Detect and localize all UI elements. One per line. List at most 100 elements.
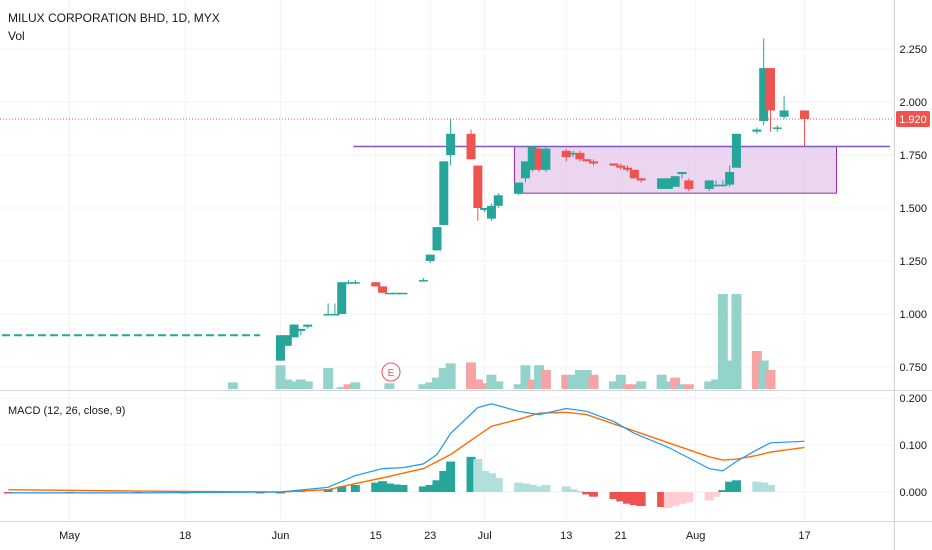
volume-bar (479, 383, 490, 389)
candle-body (418, 280, 428, 282)
candle-body (425, 254, 435, 261)
volume-bar (540, 370, 551, 389)
candle-body (677, 171, 687, 175)
candle-body (534, 148, 544, 170)
candle-body (330, 314, 340, 316)
volume-bar (486, 374, 497, 389)
macd-histogram-bar (486, 473, 496, 492)
candle-body (800, 110, 809, 119)
macd-histogram-bar (657, 492, 667, 508)
macd-axis[interactable]: 0.200 0.100 0.000 (899, 393, 927, 499)
candle-body (480, 208, 490, 211)
candle-body (759, 68, 769, 122)
price-tick-label: 1.500 (899, 203, 927, 215)
volume-bar (527, 379, 538, 389)
volume-bar (751, 351, 762, 389)
candle-body (772, 127, 782, 129)
volume-bar (683, 384, 694, 389)
volume-bar (445, 363, 456, 389)
volume-bar (656, 374, 667, 389)
current-price-value: 1.920 (899, 114, 927, 126)
candle-body (289, 324, 299, 338)
candle-body (582, 159, 592, 162)
volume-bar (608, 381, 619, 389)
macd-histogram-bar (323, 489, 333, 492)
price-tick-label: 2.250 (899, 44, 927, 56)
macd-histogram-bar (684, 492, 694, 503)
candle-body (589, 161, 599, 164)
macd-histogram-bar (623, 492, 633, 504)
macd-histogram-bar (439, 470, 449, 492)
volume-bar (629, 384, 640, 389)
candle-body (398, 292, 408, 295)
macd-tick-label: 0.200 (899, 393, 927, 405)
macd-histogram-bar (418, 486, 428, 492)
macd-histogram-bar (731, 480, 741, 492)
macd-histogram-bar (384, 483, 394, 492)
candle-body (486, 205, 496, 219)
macd-histogram-bar (446, 461, 456, 492)
volume-legend[interactable]: Vol (8, 29, 25, 43)
candle-body (514, 182, 524, 194)
candle-body (711, 184, 721, 187)
candle-body (282, 335, 292, 346)
candle-body (568, 152, 578, 155)
volume-bar (677, 384, 687, 389)
signal-line (8, 411, 805, 493)
macd-histogram-bar (473, 459, 483, 492)
candle-body (609, 163, 619, 166)
candle-body (731, 133, 741, 168)
macd-histogram-bar (636, 492, 646, 507)
volume-bar (758, 360, 769, 389)
macd-histogram-bar (255, 492, 265, 494)
volume-bar (425, 382, 436, 389)
volume-bar (227, 382, 238, 389)
volume-bar (724, 360, 735, 389)
symbol-title[interactable]: MILUX CORPORATION BHD, 1D, MYX (8, 11, 220, 25)
volume-bar (438, 368, 449, 389)
macd-histogram-bar (371, 482, 381, 492)
earnings-icon[interactable] (381, 362, 401, 382)
earnings-label: E (388, 368, 395, 379)
macd-histogram-bar (350, 484, 360, 492)
macd-histogram-bar (718, 490, 728, 492)
candle-body (527, 146, 537, 170)
volume-bar (574, 370, 585, 389)
macd-histogram-bar (670, 492, 680, 507)
candle-body (541, 148, 551, 170)
macd-histogram-bar (493, 477, 503, 492)
macd-histogram-bar (3, 492, 13, 494)
volume-bar (534, 365, 545, 389)
macd-pane (3, 403, 805, 508)
macd-histogram-bar (575, 491, 585, 493)
time-tick-label: 17 (798, 530, 810, 542)
candle-body (616, 165, 626, 168)
price-tick-label: 2.000 (899, 97, 927, 109)
macd-histogram-bar (378, 481, 388, 492)
candle-body (337, 282, 347, 314)
candle-body (670, 176, 680, 187)
macd-histogram-bar (466, 456, 476, 492)
volume-bar (432, 377, 442, 389)
candle-body (575, 152, 585, 160)
candle-body (779, 110, 789, 117)
candle-body (657, 178, 667, 189)
macd-histogram-bar (711, 492, 721, 497)
macd-histogram-bar (759, 482, 769, 492)
macd-histogram-bar (337, 486, 347, 492)
candle-body (623, 167, 633, 170)
macd-histogram-bar (568, 489, 578, 492)
volume-bar (711, 379, 722, 389)
macd-tick-label: 0.000 (899, 487, 927, 499)
macd-histogram-bar (391, 484, 401, 492)
candle-body (473, 165, 483, 208)
price-tick-label: 1.750 (899, 150, 927, 162)
price-axis[interactable]: 2.250 2.000 1.750 1.500 1.250 1.000 0.750 (899, 44, 927, 374)
volume-bar (466, 362, 477, 389)
macd-histogram-bar (541, 484, 551, 492)
candle-body (629, 169, 639, 179)
macd-histogram-bar (514, 482, 524, 492)
volume-bar (513, 384, 524, 389)
macd-legend[interactable]: MACD (12, 26, close, 9) (8, 405, 125, 417)
time-axis[interactable]: May 18 Jun 15 23 Jul 13 21 Aug 17 (59, 530, 811, 542)
